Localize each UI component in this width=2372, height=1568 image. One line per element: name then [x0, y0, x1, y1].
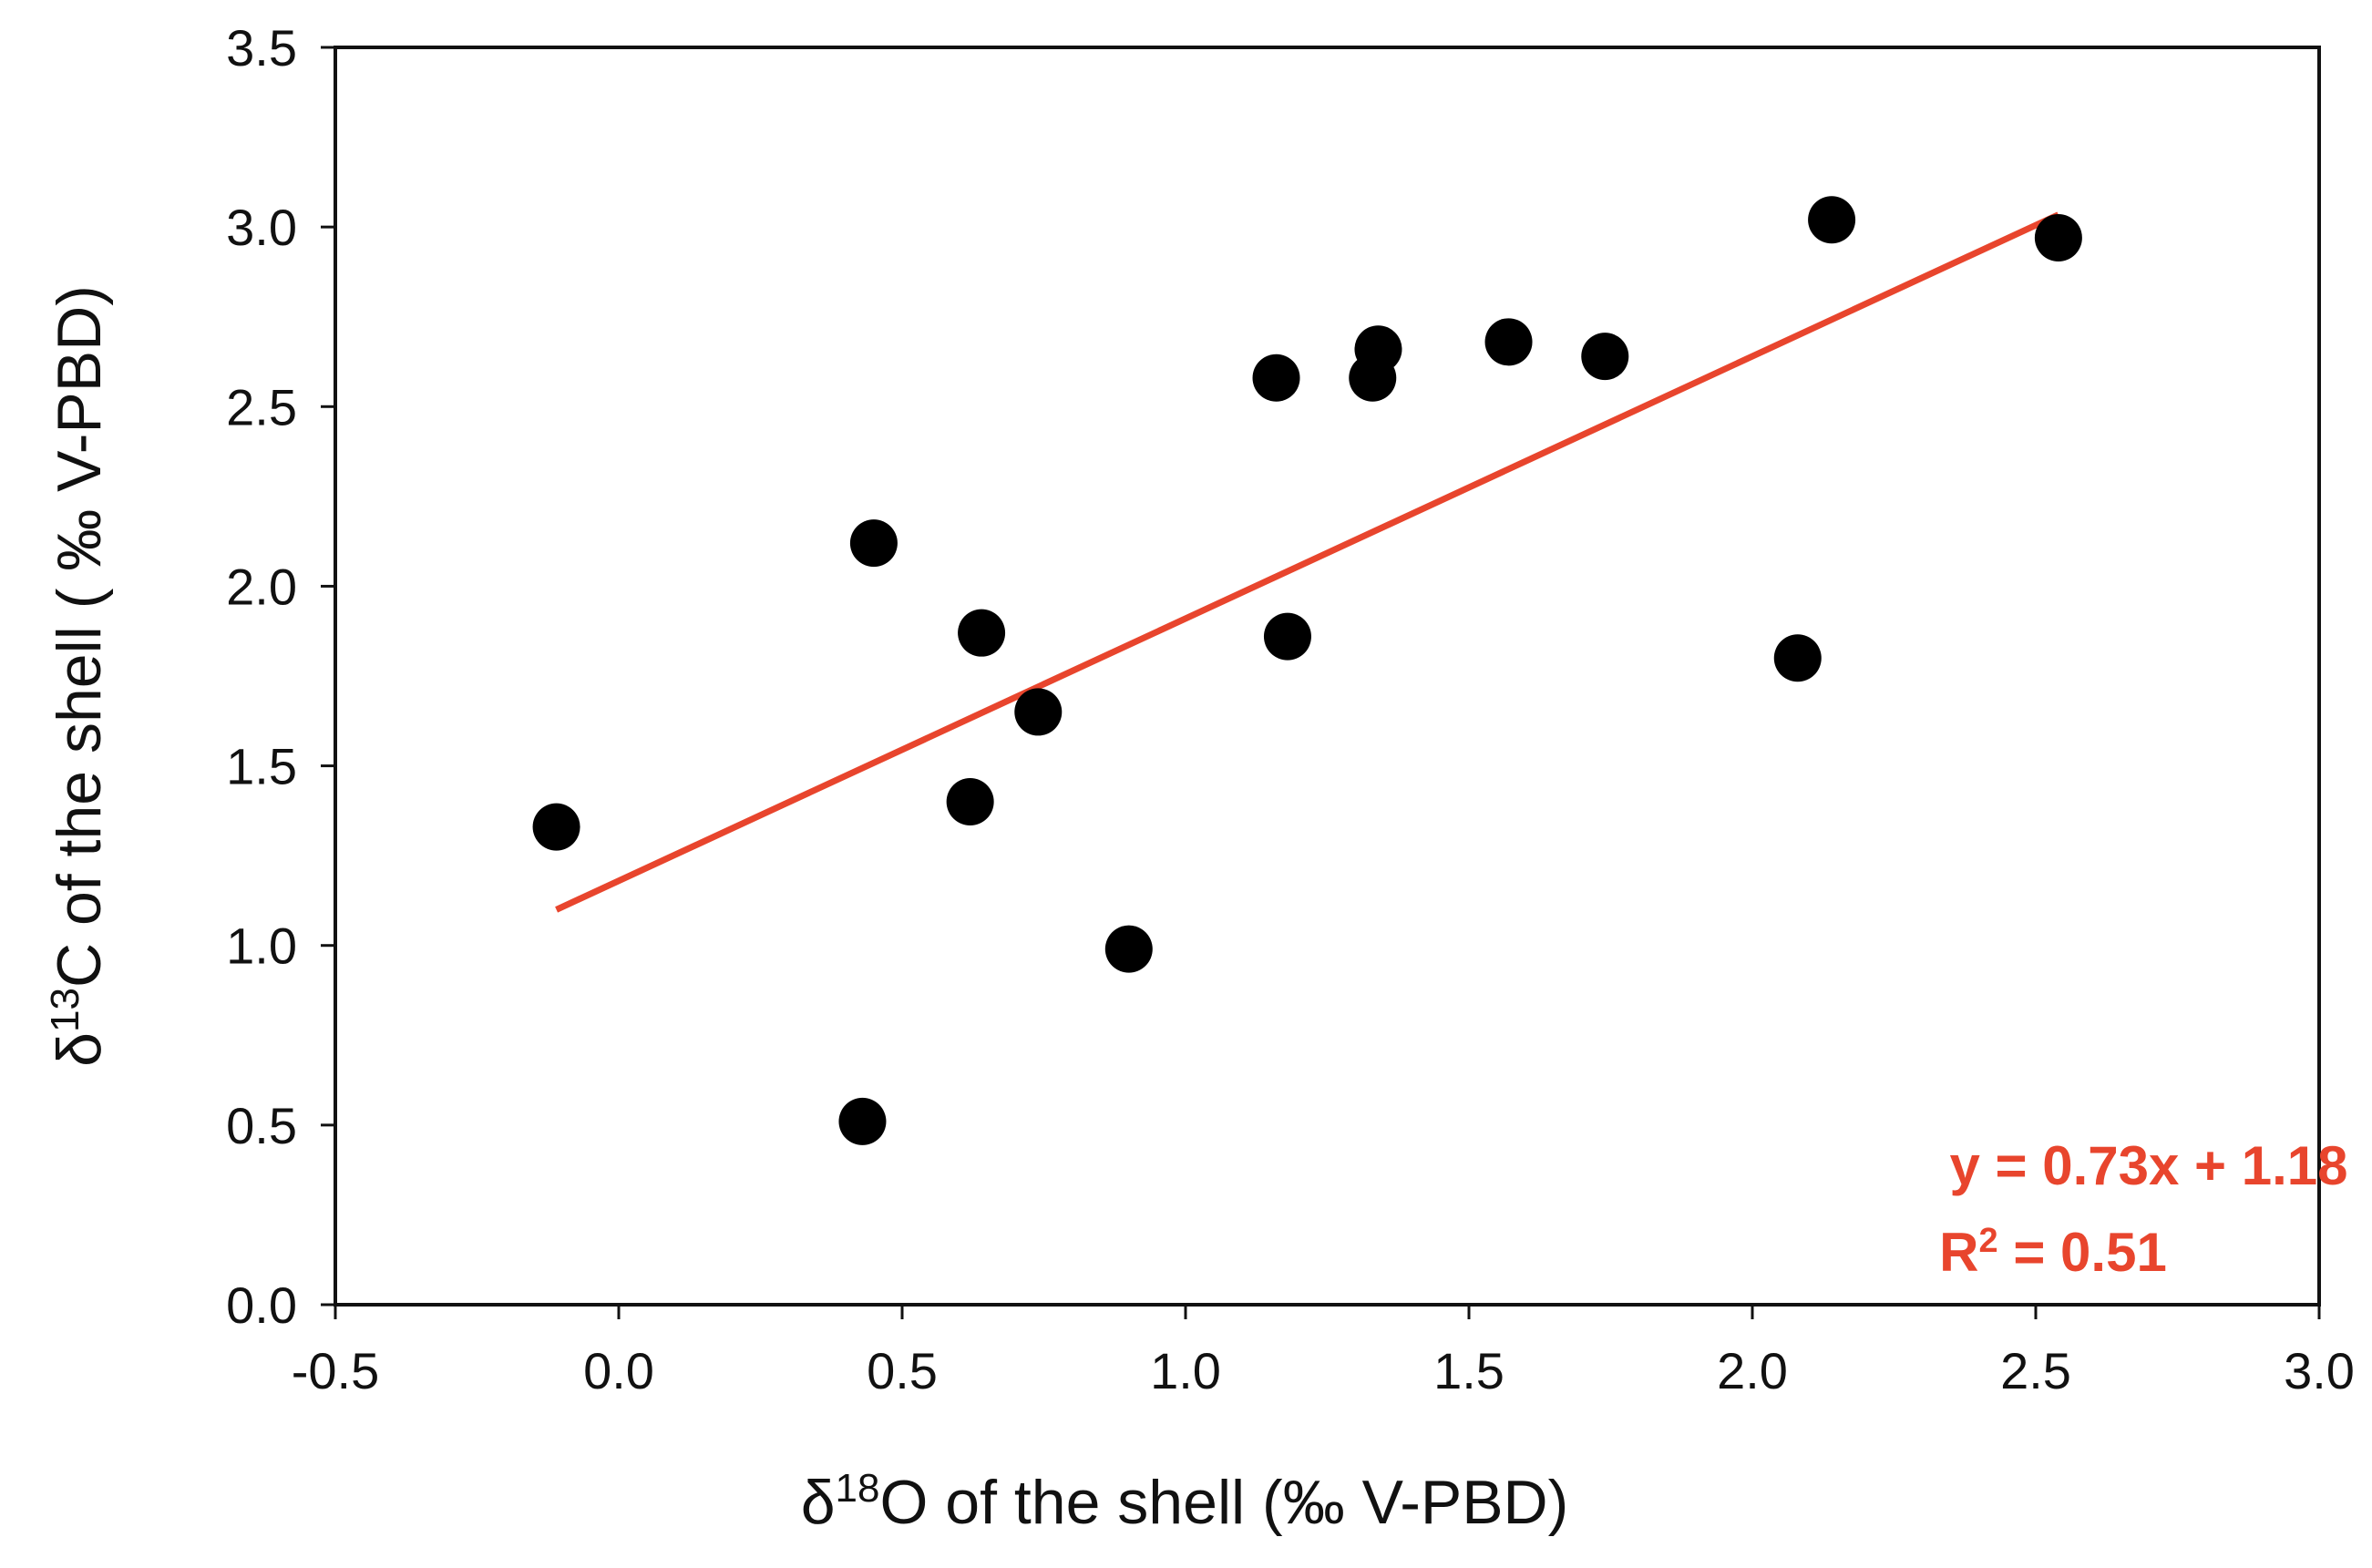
- data-point: [838, 1097, 887, 1145]
- x-title-prefix: δ: [801, 1468, 836, 1537]
- y-tick-label: 3.5: [226, 19, 297, 77]
- data-point: [849, 519, 898, 568]
- x-axis: -0.5 0.0 0.5 1.0 1.5 2.0 2.5 3.0: [292, 1305, 2355, 1399]
- data-point: [1354, 325, 1402, 374]
- x-tick-label: -0.5: [292, 1342, 380, 1399]
- data-point: [1581, 333, 1629, 381]
- data-point: [2034, 213, 2082, 261]
- x-tick-label: 1.5: [1433, 1342, 1504, 1399]
- equation-label: y = 0.73x + 1.18: [1949, 1135, 2347, 1196]
- y-title-main: C of the shell ( ‰ V-PBD): [45, 285, 114, 988]
- data-point: [1808, 196, 1856, 244]
- x-tick-label: 3.0: [2284, 1342, 2355, 1399]
- y-tick-label: 2.5: [226, 378, 297, 436]
- x-tick-label: 2.0: [1717, 1342, 1788, 1399]
- data-point: [1263, 612, 1311, 661]
- data-point: [1773, 634, 1822, 682]
- x-title-main: O of the shell (‰ V-PBD): [880, 1468, 1569, 1537]
- x-tick-label: 2.5: [2000, 1342, 2071, 1399]
- y-tick-label: 0.5: [226, 1097, 297, 1154]
- data-points: [532, 196, 2082, 1145]
- x-axis-title: δ18O of the shell (‰ V-PBD): [801, 1466, 1569, 1538]
- r2-prefix: R: [1939, 1222, 1978, 1283]
- plot-area-frame: [334, 46, 2321, 1307]
- x-tick-label: 0.0: [583, 1342, 654, 1399]
- data-point: [532, 803, 580, 851]
- data-point: [958, 609, 1006, 657]
- r-squared-label: R2 = 0.51: [1939, 1222, 2167, 1283]
- y-tick-label: 1.0: [226, 917, 297, 975]
- data-point: [946, 778, 994, 825]
- data-point: [1014, 688, 1063, 736]
- y-axis-title: δ13C of the shell ( ‰ V-PBD): [43, 285, 115, 1067]
- y-tick-label: 1.5: [226, 738, 297, 795]
- data-point: [1484, 318, 1533, 366]
- y-tick-label: 2.0: [226, 558, 297, 615]
- y-title-prefix: δ: [45, 1032, 114, 1067]
- data-point: [1104, 925, 1153, 973]
- x-tick-label: 1.0: [1150, 1342, 1221, 1399]
- r2-sup: 2: [1979, 1222, 1998, 1260]
- data-point: [1252, 354, 1300, 402]
- r2-value: = 0.51: [1998, 1222, 2167, 1283]
- y-axis: 0.0 0.5 1.0 1.5 2.0 2.5 3.0 3.5: [226, 19, 335, 1334]
- y-tick-label: 0.0: [226, 1276, 297, 1334]
- y-title-sup: 13: [43, 988, 87, 1032]
- x-tick-label: 0.5: [867, 1342, 938, 1399]
- trend-line: [555, 211, 2060, 913]
- y-tick-label: 3.0: [226, 199, 297, 256]
- x-title-sup: 18: [836, 1466, 880, 1511]
